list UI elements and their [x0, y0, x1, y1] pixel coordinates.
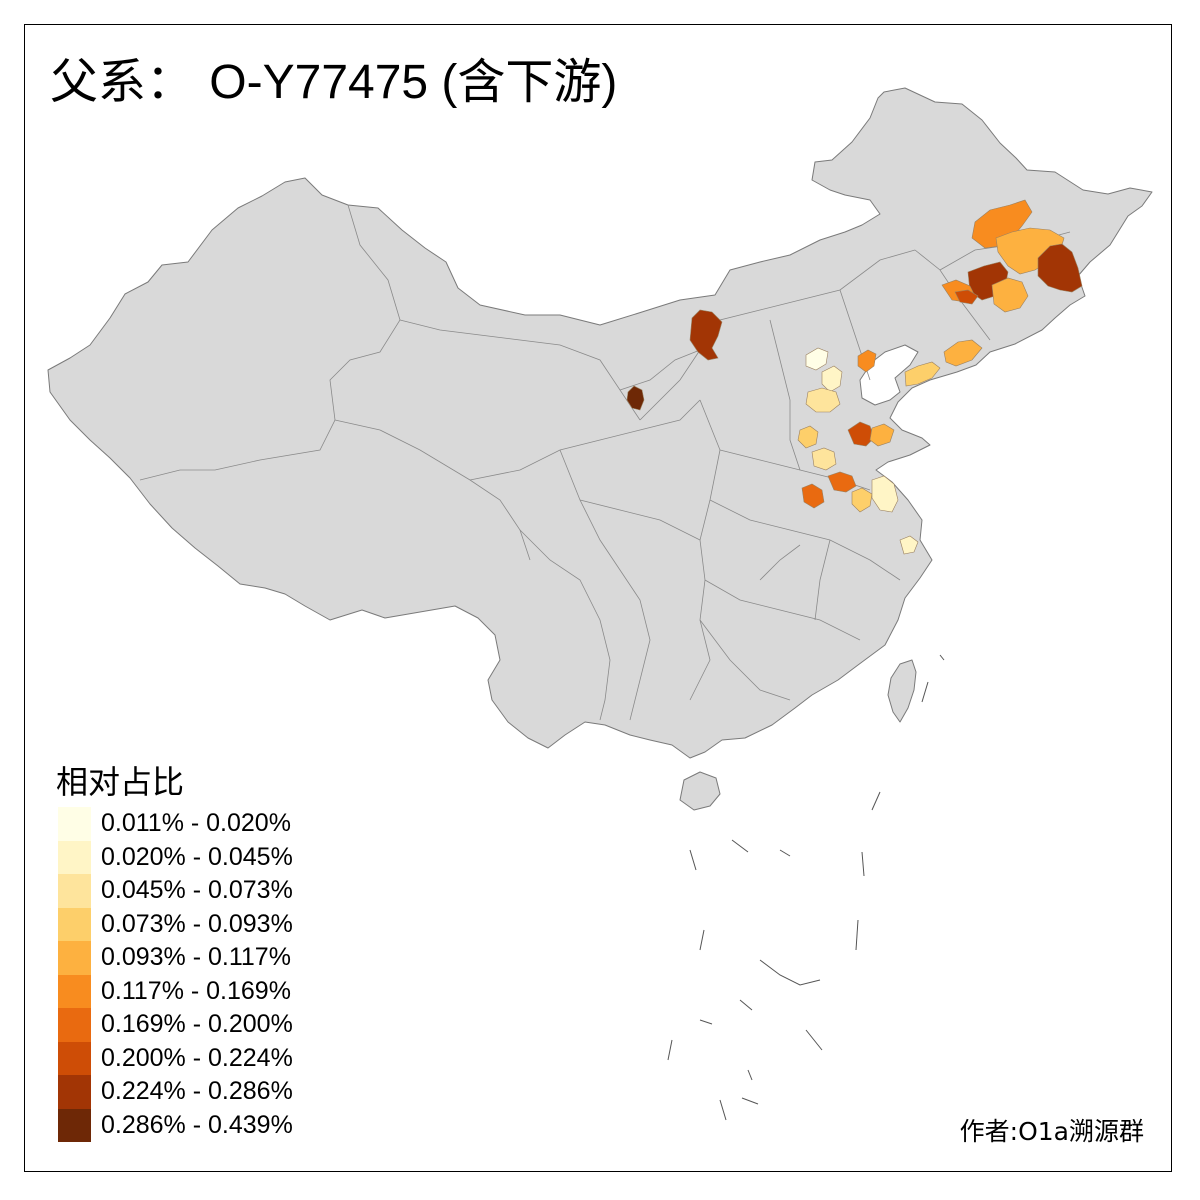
legend-label: 0.286% - 0.439% — [101, 1110, 293, 1139]
legend-item: 0.020% - 0.045% — [58, 840, 293, 874]
region-zhangjiakou — [805, 347, 829, 371]
region-qiqihar — [971, 199, 1033, 249]
legend-item: 0.045% - 0.073% — [58, 874, 293, 908]
legend-label: 0.117% - 0.169% — [101, 976, 291, 1005]
hainan — [679, 771, 721, 811]
bohai-sea — [859, 344, 919, 406]
author-credit: 作者:O1a溯源群 — [959, 1117, 1144, 1146]
mainland-china — [47, 87, 1153, 759]
region-wuhai — [626, 385, 645, 411]
map-frame — [24, 24, 1172, 1172]
region-tangshan — [857, 349, 877, 373]
legend-item: 0.286% - 0.439% — [58, 1108, 293, 1142]
legend: 0.011% - 0.020% 0.020% - 0.045% 0.045% - 0… — [58, 807, 293, 1142]
region-shijiazhuang — [805, 387, 841, 413]
legend-swatch — [58, 1008, 91, 1042]
legend-item: 0.073% - 0.093% — [58, 907, 293, 941]
map-title: 父系： O-Y77475 (含下游) — [50, 58, 617, 107]
title-prefix: 父系： — [50, 54, 195, 110]
region-dandong — [943, 339, 983, 367]
region-heze — [811, 447, 837, 471]
legend-label: 0.169% - 0.200% — [101, 1010, 293, 1039]
legend-item: 0.200% - 0.224% — [58, 1041, 293, 1075]
map-base — [47, 87, 1153, 811]
legend-label: 0.200% - 0.224% — [101, 1043, 293, 1072]
title-haplogroup: O-Y77475 (含下游) — [209, 56, 618, 109]
shaded-regions — [626, 199, 1083, 555]
legend-label: 0.224% - 0.286% — [101, 1077, 293, 1106]
region-baotou — [689, 309, 723, 361]
legend-item: 0.169% - 0.200% — [58, 1008, 293, 1042]
legend-label: 0.073% - 0.093% — [101, 909, 293, 938]
province-borders — [139, 204, 1071, 721]
legend-label: 0.020% - 0.045% — [101, 842, 293, 871]
legend-swatch — [58, 874, 91, 908]
region-harbin — [1037, 243, 1083, 293]
legend-swatch — [58, 974, 91, 1008]
legend-label: 0.011% - 0.020% — [101, 809, 291, 838]
legend-swatch — [58, 1075, 91, 1109]
south-sea-islands — [667, 654, 945, 1121]
legend-item: 0.011% - 0.020% — [58, 807, 293, 841]
legend-label: 0.093% - 0.117% — [101, 943, 291, 972]
region-nantong — [899, 535, 919, 555]
region-baicheng — [954, 289, 979, 305]
legend-item: 0.117% - 0.169% — [58, 974, 293, 1008]
region-weifang — [869, 423, 895, 447]
region-dalian — [904, 361, 941, 387]
region-linyi — [827, 471, 857, 493]
legend-swatch — [58, 907, 91, 941]
legend-title: 相对占比 — [56, 763, 185, 801]
legend-label: 0.045% - 0.073% — [101, 876, 293, 905]
legend-swatch — [58, 807, 91, 841]
region-changchun — [991, 277, 1029, 313]
legend-swatch — [58, 1041, 91, 1075]
taiwan — [887, 659, 917, 723]
region-baoding — [821, 365, 843, 393]
region-xuzhou — [851, 487, 873, 513]
legend-swatch — [58, 1108, 91, 1142]
region-suqian — [871, 475, 899, 513]
legend-swatch — [58, 840, 91, 874]
legend-swatch — [58, 941, 91, 975]
region-zhoukou — [801, 483, 825, 509]
region-dezhou — [797, 425, 819, 449]
legend-item: 0.224% - 0.286% — [58, 1075, 293, 1109]
legend-item: 0.093% - 0.117% — [58, 941, 293, 975]
